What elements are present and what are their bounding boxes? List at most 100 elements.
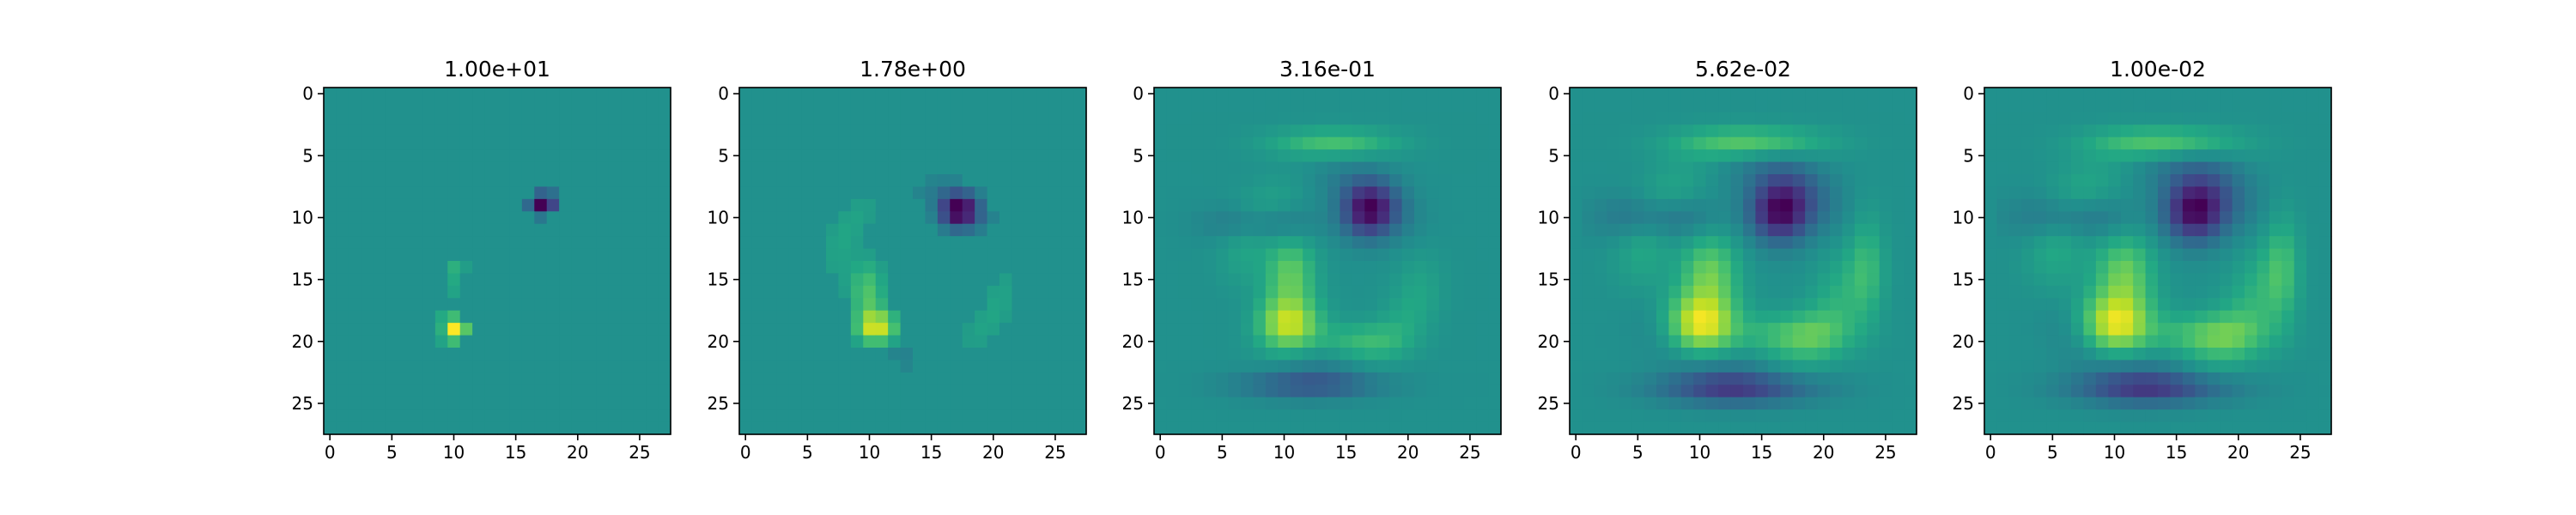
heatmap-cell (788, 285, 802, 299)
heatmap-cell (484, 186, 498, 200)
heatmap-cell (937, 88, 951, 101)
heatmap-cell (1643, 248, 1657, 262)
heatmap-cell (398, 298, 411, 312)
heatmap-cell (1842, 198, 1856, 212)
heatmap-cell (950, 198, 963, 212)
heatmap-cell (2033, 348, 2047, 361)
heatmap-cell (1191, 161, 1205, 175)
heatmap-cell (1253, 298, 1267, 312)
heatmap-cell (1730, 88, 1744, 101)
heatmap-cell (1892, 88, 1905, 101)
heatmap-cell (472, 124, 486, 138)
heatmap-cell (1705, 409, 1719, 423)
heatmap-cell (2145, 348, 2159, 361)
heatmap-cell (2058, 198, 2072, 212)
heatmap-cell (1438, 323, 1452, 336)
heatmap-cell (838, 198, 852, 212)
heatmap-cell (1364, 397, 1378, 410)
heatmap-cell (950, 360, 963, 373)
heatmap-cell (1805, 124, 1819, 138)
heatmap-cell (937, 186, 951, 200)
heatmap-cell (509, 223, 523, 237)
heatmap-cell (646, 421, 659, 435)
heatmap-cell (863, 136, 877, 150)
heatmap-cell (521, 211, 535, 225)
heatmap-cell (571, 360, 585, 373)
heatmap-cell (1228, 261, 1242, 275)
heatmap-cell (1364, 248, 1378, 262)
heatmap-cell (1024, 261, 1037, 275)
x-tick-label: 5 (1217, 442, 1228, 463)
heatmap-cell (621, 100, 635, 113)
heatmap-cell (826, 124, 840, 138)
heatmap-cell (1253, 323, 1267, 336)
heatmap-cell (1594, 236, 1607, 250)
heatmap-cell (1191, 261, 1205, 275)
heatmap-cell (410, 236, 424, 250)
heatmap-cell (348, 360, 361, 373)
heatmap-cell (1631, 273, 1645, 287)
heatmap-cell (1012, 198, 1025, 212)
heatmap-cell (497, 310, 511, 324)
heatmap-cell (962, 397, 975, 410)
heatmap-cell (584, 124, 598, 138)
heatmap-cell (987, 100, 1000, 113)
heatmap-cell (2158, 421, 2172, 435)
heatmap-cell (546, 335, 560, 348)
heatmap-cell (1327, 385, 1341, 398)
heatmap-cell (1904, 136, 1917, 150)
heatmap-cell (608, 323, 622, 336)
heatmap-cell (2170, 112, 2184, 125)
heatmap-cell (1265, 335, 1279, 348)
heatmap-cell (1668, 261, 1682, 275)
heatmap-cell (2293, 409, 2307, 423)
heatmap-cell (1253, 149, 1267, 163)
heatmap-cell (509, 88, 523, 101)
heatmap-cell (1817, 161, 1831, 175)
heatmap-cell (999, 161, 1013, 175)
heatmap-cell (2083, 409, 2097, 423)
heatmap-cell (850, 211, 864, 225)
heatmap-cell (2306, 174, 2320, 188)
heatmap-cell (559, 149, 573, 163)
heatmap-cell (937, 236, 951, 250)
heatmap-cell (348, 421, 361, 435)
heatmap-cell (324, 112, 337, 125)
heatmap-cell (1488, 124, 1502, 138)
heatmap-cell (1290, 335, 1303, 348)
heatmap-cell (950, 223, 963, 237)
heatmap-cell (633, 372, 647, 385)
heatmap-cell (1426, 397, 1440, 410)
heatmap-cell (1389, 397, 1403, 410)
heatmap-cell (1984, 248, 1998, 262)
heatmap-cell (1228, 124, 1242, 138)
heatmap-cell (1656, 124, 1670, 138)
heatmap-cell (1718, 273, 1732, 287)
heatmap-cell (1668, 186, 1682, 200)
heatmap-cell (1451, 421, 1465, 435)
heatmap-cell (788, 335, 802, 348)
heatmap-cell (1166, 112, 1180, 125)
heatmap-cell (1730, 409, 1744, 423)
heatmap-cell (596, 285, 610, 299)
heatmap-cell (596, 112, 610, 125)
heatmap-cell (1996, 348, 2010, 361)
heatmap-cell (2108, 421, 2122, 435)
heatmap-cell (962, 124, 975, 138)
heatmap-cell (813, 174, 827, 188)
heatmap-cell (633, 360, 647, 373)
heatmap-cell (1073, 385, 1087, 398)
heatmap-cell (937, 310, 951, 324)
heatmap-cell (521, 112, 535, 125)
heatmap-cell (1414, 248, 1428, 262)
heatmap-cell (863, 161, 877, 175)
heatmap-cell (386, 211, 399, 225)
heatmap-cell (324, 323, 337, 336)
heatmap-cell (2158, 285, 2172, 299)
heatmap-cell (447, 360, 461, 373)
heatmap-cell (2021, 285, 2035, 299)
heatmap-cell (2095, 421, 2109, 435)
heatmap-cell (534, 335, 548, 348)
heatmap-cell (751, 149, 765, 163)
x-tick-label: 0 (1985, 442, 1996, 463)
